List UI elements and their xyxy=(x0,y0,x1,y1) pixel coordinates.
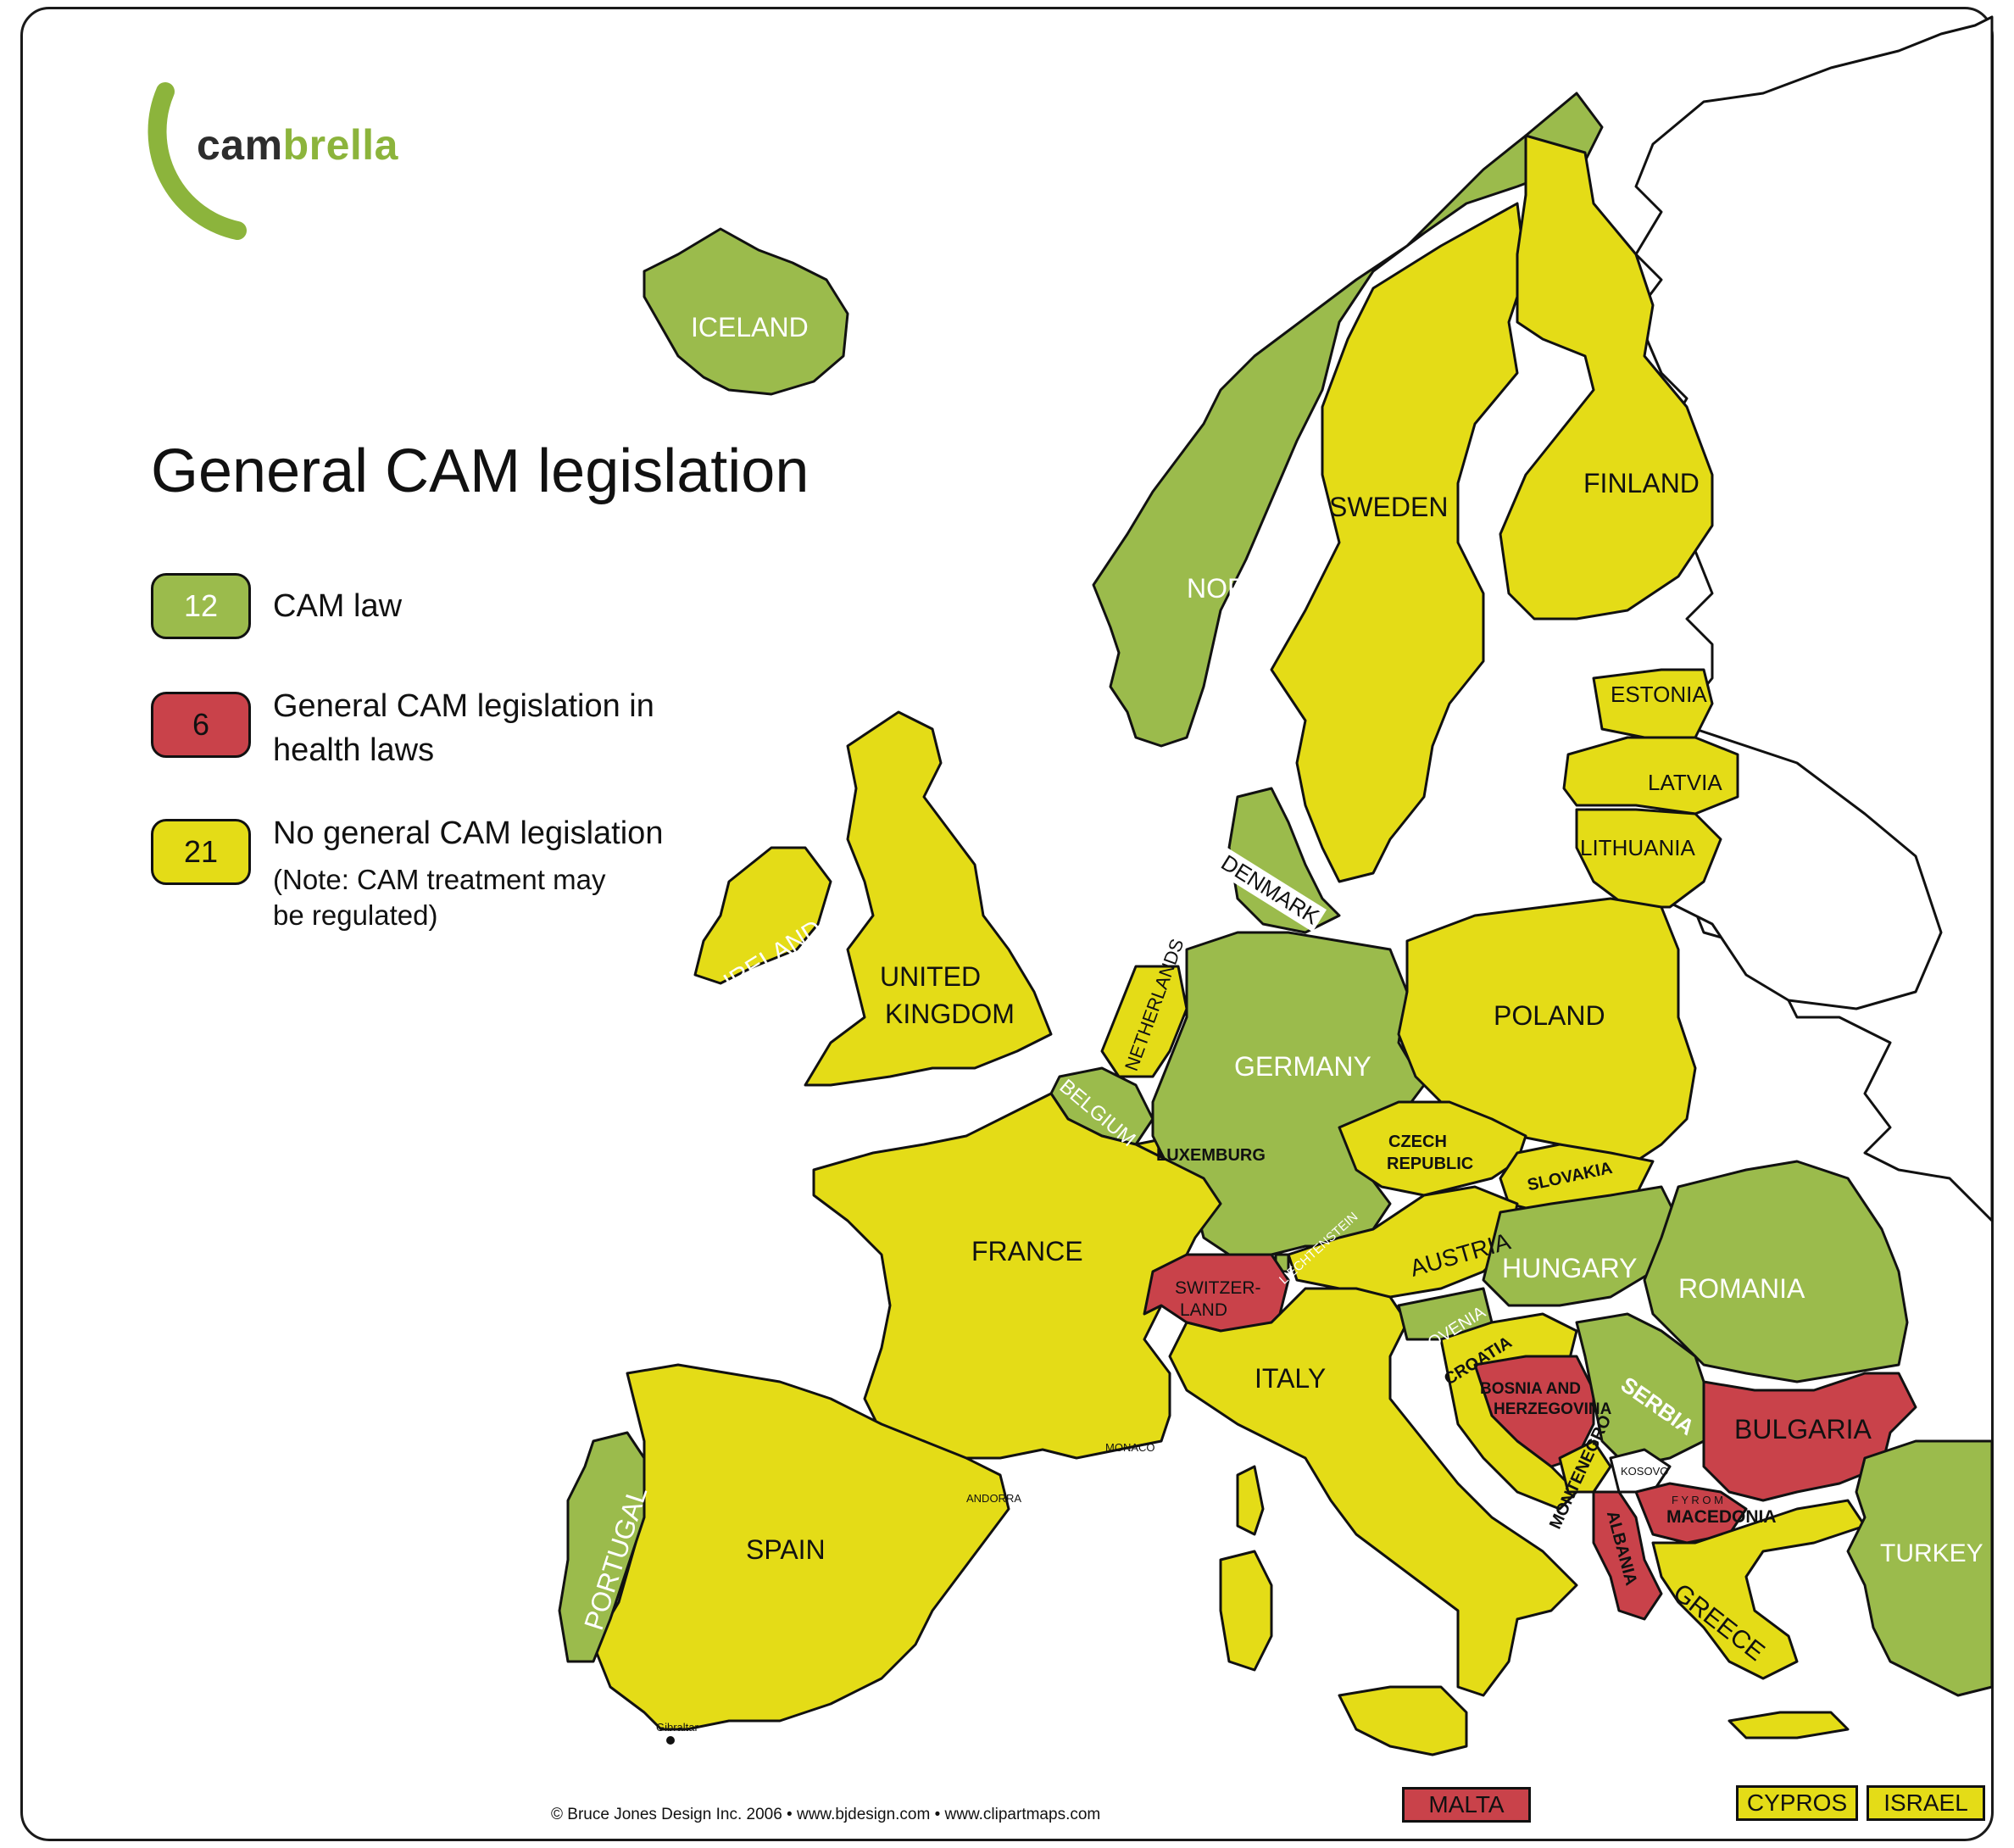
legend-label-no-legislation: No general CAM legislation xyxy=(273,815,664,851)
label-czech-line1: CZECH xyxy=(1388,1133,1447,1151)
montenegro-shape xyxy=(1558,1439,1612,1494)
label-lithuania: LITHUANIA xyxy=(1580,835,1695,860)
label-macedonia: MACEDONIA xyxy=(1666,1507,1777,1527)
label-italy: ITALY xyxy=(1255,1363,1327,1394)
cambrella-logo: cambrella xyxy=(197,120,398,170)
bosnia-shape xyxy=(1473,1355,1595,1468)
label-netherlands: NETHERLANDS xyxy=(1121,936,1188,1074)
label-austria: AUSTRIA xyxy=(1407,1227,1514,1282)
latvia-shape xyxy=(1562,736,1739,815)
label-slovakia: SLOVAKIA xyxy=(1526,1158,1615,1195)
legend-swatch-no-legislation: 21 xyxy=(151,819,251,885)
label-gibraltar: Gibraltar xyxy=(656,1721,698,1734)
label-serbia: SERBIA xyxy=(1616,1372,1700,1440)
sardinia-shape xyxy=(1219,1550,1273,1672)
label-switzerland-line2: LAND xyxy=(1180,1300,1228,1320)
label-portugal: PORTUGAL xyxy=(578,1483,654,1634)
label-germany: GERMANY xyxy=(1234,1051,1371,1082)
legend-label-health-laws-line2: health laws xyxy=(273,732,435,768)
norway-shape xyxy=(1092,92,1604,748)
label-monaco: MONACO xyxy=(1105,1441,1155,1454)
albania-shape xyxy=(1592,1490,1663,1621)
label-switzerland-line1: SWITZER- xyxy=(1175,1278,1261,1298)
corsica-shape xyxy=(1236,1465,1265,1536)
legend-count-no-legislation: 21 xyxy=(183,834,219,869)
label-estonia: ESTONIA xyxy=(1611,682,1707,707)
sicily-shape xyxy=(1338,1685,1468,1756)
iceland-shape xyxy=(643,227,849,396)
label-spain: SPAIN xyxy=(746,1534,826,1565)
label-poland: POLAND xyxy=(1494,1000,1605,1031)
sweden-shape xyxy=(1270,202,1527,883)
label-uk-line1: UNITED xyxy=(880,961,982,992)
logo-suffix: brella xyxy=(282,121,398,169)
logo-arc xyxy=(147,82,247,240)
finland-shape xyxy=(1499,134,1714,621)
label-greece: GREECE xyxy=(1667,1578,1770,1667)
france-shape xyxy=(812,1092,1222,1460)
copyright-text: © Bruce Jones Design Inc. 2006 • www.bjd… xyxy=(551,1806,1101,1823)
label-ireland: IRELAND xyxy=(719,915,827,997)
label-romania: ROMANIA xyxy=(1678,1273,1805,1304)
lithuania-shape xyxy=(1575,808,1722,909)
crete-shape xyxy=(1727,1711,1850,1739)
inset-cypros-label: CYPROS xyxy=(1746,1790,1848,1816)
label-luxemburg: LUXEMBURG xyxy=(1156,1146,1266,1165)
label-norway: NORWAY xyxy=(1187,573,1305,604)
label-iceland: ICELAND xyxy=(691,312,809,342)
inset-israel-label: ISRAEL xyxy=(1883,1790,1968,1816)
label-denmark: DENMARK xyxy=(1213,848,1327,932)
label-fyrom: F Y R O M xyxy=(1672,1494,1723,1506)
label-belgium: BELGIUM xyxy=(1054,1075,1140,1152)
label-bosnia-line1: BOSNIA AND xyxy=(1480,1380,1581,1398)
label-czech-line2: REPUBLIC xyxy=(1387,1155,1474,1173)
legend-swatch-health-laws: 6 xyxy=(151,692,251,758)
label-hungary: HUNGARY xyxy=(1502,1253,1638,1283)
page-title: General CAM legislation xyxy=(151,437,809,505)
inset-israel: ISRAEL xyxy=(1867,1785,1985,1821)
greece-shape xyxy=(1651,1499,1867,1680)
legend-label-health-laws-line1: General CAM legislation in xyxy=(273,688,654,724)
legend-swatch-cam-law: 12 xyxy=(151,573,251,639)
turkey-shape xyxy=(1846,1439,1994,1697)
legend-count-health-laws: 6 xyxy=(192,707,210,742)
ireland-shape xyxy=(693,846,832,985)
inset-cypros: CYPROS xyxy=(1736,1785,1858,1821)
portugal-shape xyxy=(558,1431,646,1663)
kosovo-shape xyxy=(1609,1448,1672,1494)
legend-count-cam-law: 12 xyxy=(183,588,219,623)
serbia-shape xyxy=(1575,1312,1714,1468)
label-france: FRANCE xyxy=(971,1236,1083,1266)
label-bulgaria: BULGARIA xyxy=(1734,1414,1872,1444)
romania-shape xyxy=(1643,1160,1909,1383)
poland-shape xyxy=(1397,897,1697,1163)
inset-malta-label: MALTA xyxy=(1428,1791,1505,1817)
legend-note-line2: be regulated) xyxy=(273,899,438,931)
logo-prefix: cam xyxy=(197,121,283,169)
gibraltar-dot xyxy=(666,1736,675,1745)
label-kosovo: KOSOVO xyxy=(1621,1465,1669,1478)
inset-malta: MALTA xyxy=(1402,1787,1531,1823)
estonia-shape xyxy=(1592,668,1714,739)
label-uk-line2: KINGDOM xyxy=(885,999,1015,1029)
label-finland: FINLAND xyxy=(1583,468,1700,498)
legend-label-cam-law: CAM law xyxy=(273,588,403,624)
macedonia-shape xyxy=(1634,1482,1748,1545)
label-bosnia-line2: HERZEGOVINA xyxy=(1494,1400,1612,1418)
legend-note-line1: (Note: CAM treatment may xyxy=(273,864,606,895)
label-latvia: LATVIA xyxy=(1648,770,1722,795)
label-liechtenstein: LIECHTENSTEIN xyxy=(1277,1209,1361,1288)
uk-shape xyxy=(804,710,1053,1087)
label-albania: ALBANIA xyxy=(1602,1509,1641,1588)
netherlands-shape xyxy=(1100,965,1188,1078)
italy-shape xyxy=(1168,1287,1578,1697)
label-andorra: ANDORRA xyxy=(966,1492,1022,1505)
label-turkey: TURKEY xyxy=(1880,1539,1983,1567)
label-sweden: SWEDEN xyxy=(1329,492,1449,522)
